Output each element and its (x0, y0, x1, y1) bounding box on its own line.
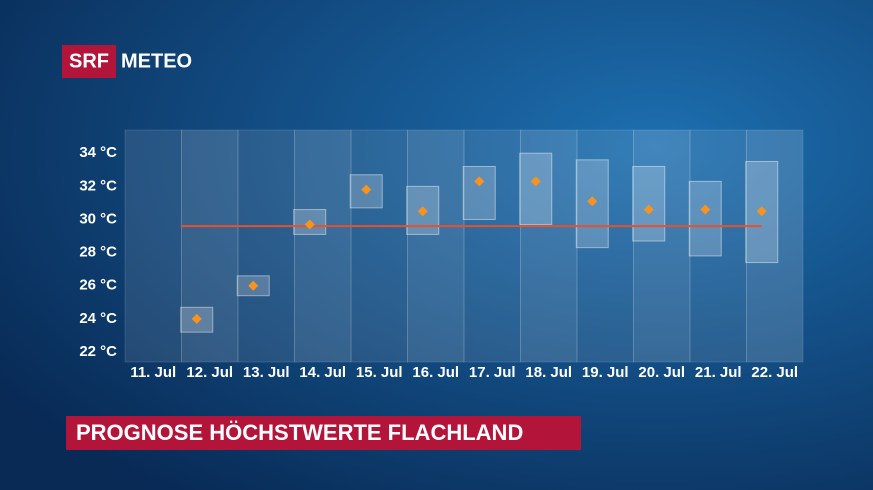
point (756, 206, 767, 217)
point (643, 204, 654, 215)
range-box (688, 180, 722, 257)
brand: METEO (121, 50, 192, 72)
x-tick-label: 13. Jul (243, 364, 290, 381)
column-band (350, 129, 408, 363)
point (191, 313, 202, 324)
x-tick-label: 19. Jul (582, 364, 629, 381)
column-band (633, 129, 691, 363)
logo: SRF (69, 50, 109, 72)
x-tick-label: 21. Jul (695, 364, 742, 381)
range-box (519, 152, 553, 225)
x-tick-label: 12. Jul (186, 364, 233, 381)
x-tick-label: 16. Jul (412, 364, 459, 381)
y-tick-label: 24 °C (79, 310, 117, 327)
point (361, 184, 372, 195)
y-tick-label: 26 °C (79, 277, 117, 294)
column-band (463, 129, 521, 363)
column-band (407, 129, 465, 363)
point (474, 176, 485, 187)
point (417, 206, 428, 217)
x-tick-label: 18. Jul (525, 364, 572, 381)
range-box (632, 165, 666, 242)
x-tick-label: 22. Jul (751, 364, 798, 381)
plot: 22 °C 24 °C 26 °C 28 °C 30 °C 32 °C 34 °C 11. J… (79, 129, 804, 381)
point (530, 176, 541, 187)
chart-title: PROGNOSE HÖCHSTWERTE FLACHLAND (76, 420, 523, 445)
point (248, 280, 259, 291)
column-band (576, 129, 634, 363)
column-band (181, 129, 239, 363)
x-tick-label: 20. Jul (638, 364, 685, 381)
column-band (294, 129, 352, 363)
column-band (124, 129, 182, 363)
x-tick-label: 15. Jul (356, 364, 403, 381)
x-tick-label: 17. Jul (469, 364, 516, 381)
y-tick-label: 30 °C (79, 210, 117, 227)
point (587, 196, 598, 207)
logo-box (62, 45, 116, 78)
range-box (462, 165, 496, 220)
y-tick-label: 32 °C (79, 177, 117, 194)
x-tick-label: 11. Jul (130, 364, 176, 381)
column-band (689, 129, 747, 363)
column-band (746, 129, 804, 363)
y-tick-label: 28 °C (79, 244, 117, 261)
point (304, 219, 315, 230)
title-box (66, 416, 581, 450)
y-tick-label: 22 °C (79, 343, 117, 360)
point (700, 204, 711, 215)
column-band (237, 129, 295, 363)
x-tick-label: 14. Jul (299, 364, 346, 381)
column-band (520, 129, 578, 363)
y-tick-label: 34 °C (79, 144, 117, 161)
